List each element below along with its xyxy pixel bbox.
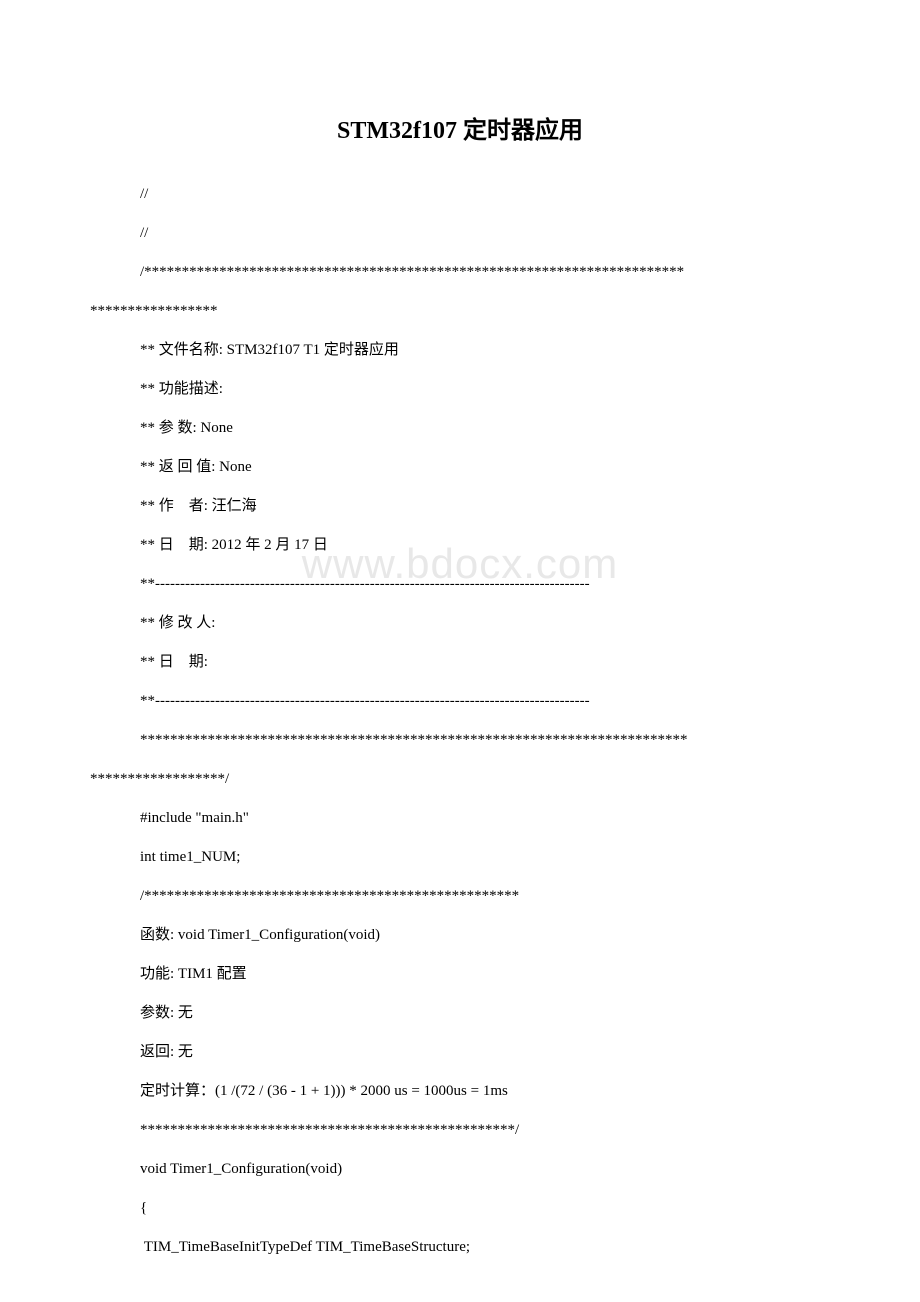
code-line: ** 作 者: 汪仁海 bbox=[0, 487, 920, 526]
code-line: ******************/ bbox=[0, 760, 920, 799]
code-line: // bbox=[0, 175, 920, 214]
document-content: STM32f107 定时器应用 /////*******************… bbox=[0, 110, 920, 1267]
code-line: // bbox=[0, 214, 920, 253]
code-line: 函数: void Timer1_Configuration(void) bbox=[0, 916, 920, 955]
code-line: 功能: TIM1 配置 bbox=[0, 955, 920, 994]
code-lines-container: /////***********************************… bbox=[0, 175, 920, 1267]
code-line: int time1_NUM; bbox=[0, 838, 920, 877]
code-line: /***************************************… bbox=[0, 877, 920, 916]
code-line: TIM_TimeBaseInitTypeDef TIM_TimeBaseStru… bbox=[0, 1228, 920, 1267]
code-line: { bbox=[0, 1189, 920, 1228]
code-line: 定时计算：(1 /(72 / (36 - 1 + 1))) * 2000 us … bbox=[0, 1072, 920, 1111]
document-title: STM32f107 定时器应用 bbox=[0, 110, 920, 145]
code-line: ** 文件名称: STM32f107 T1 定时器应用 bbox=[0, 331, 920, 370]
code-line: ** 日 期: 2012 年 2 月 17 日 bbox=[0, 526, 920, 565]
code-line: ** 日 期: bbox=[0, 643, 920, 682]
code-line: ***************** bbox=[0, 292, 920, 331]
code-line: **--------------------------------------… bbox=[0, 682, 920, 721]
code-line: /***************************************… bbox=[0, 253, 920, 292]
code-line: 参数: 无 bbox=[0, 994, 920, 1033]
code-line: #include "main.h" bbox=[0, 799, 920, 838]
code-line: ****************************************… bbox=[0, 721, 920, 760]
code-line: ** 功能描述: bbox=[0, 370, 920, 409]
code-line: ** 参 数: None bbox=[0, 409, 920, 448]
code-line: ** 修 改 人: bbox=[0, 604, 920, 643]
code-line: 返回: 无 bbox=[0, 1033, 920, 1072]
code-line: **--------------------------------------… bbox=[0, 565, 920, 604]
code-line: ****************************************… bbox=[0, 1111, 920, 1150]
code-line: void Timer1_Configuration(void) bbox=[0, 1150, 920, 1189]
code-line: ** 返 回 值: None bbox=[0, 448, 920, 487]
